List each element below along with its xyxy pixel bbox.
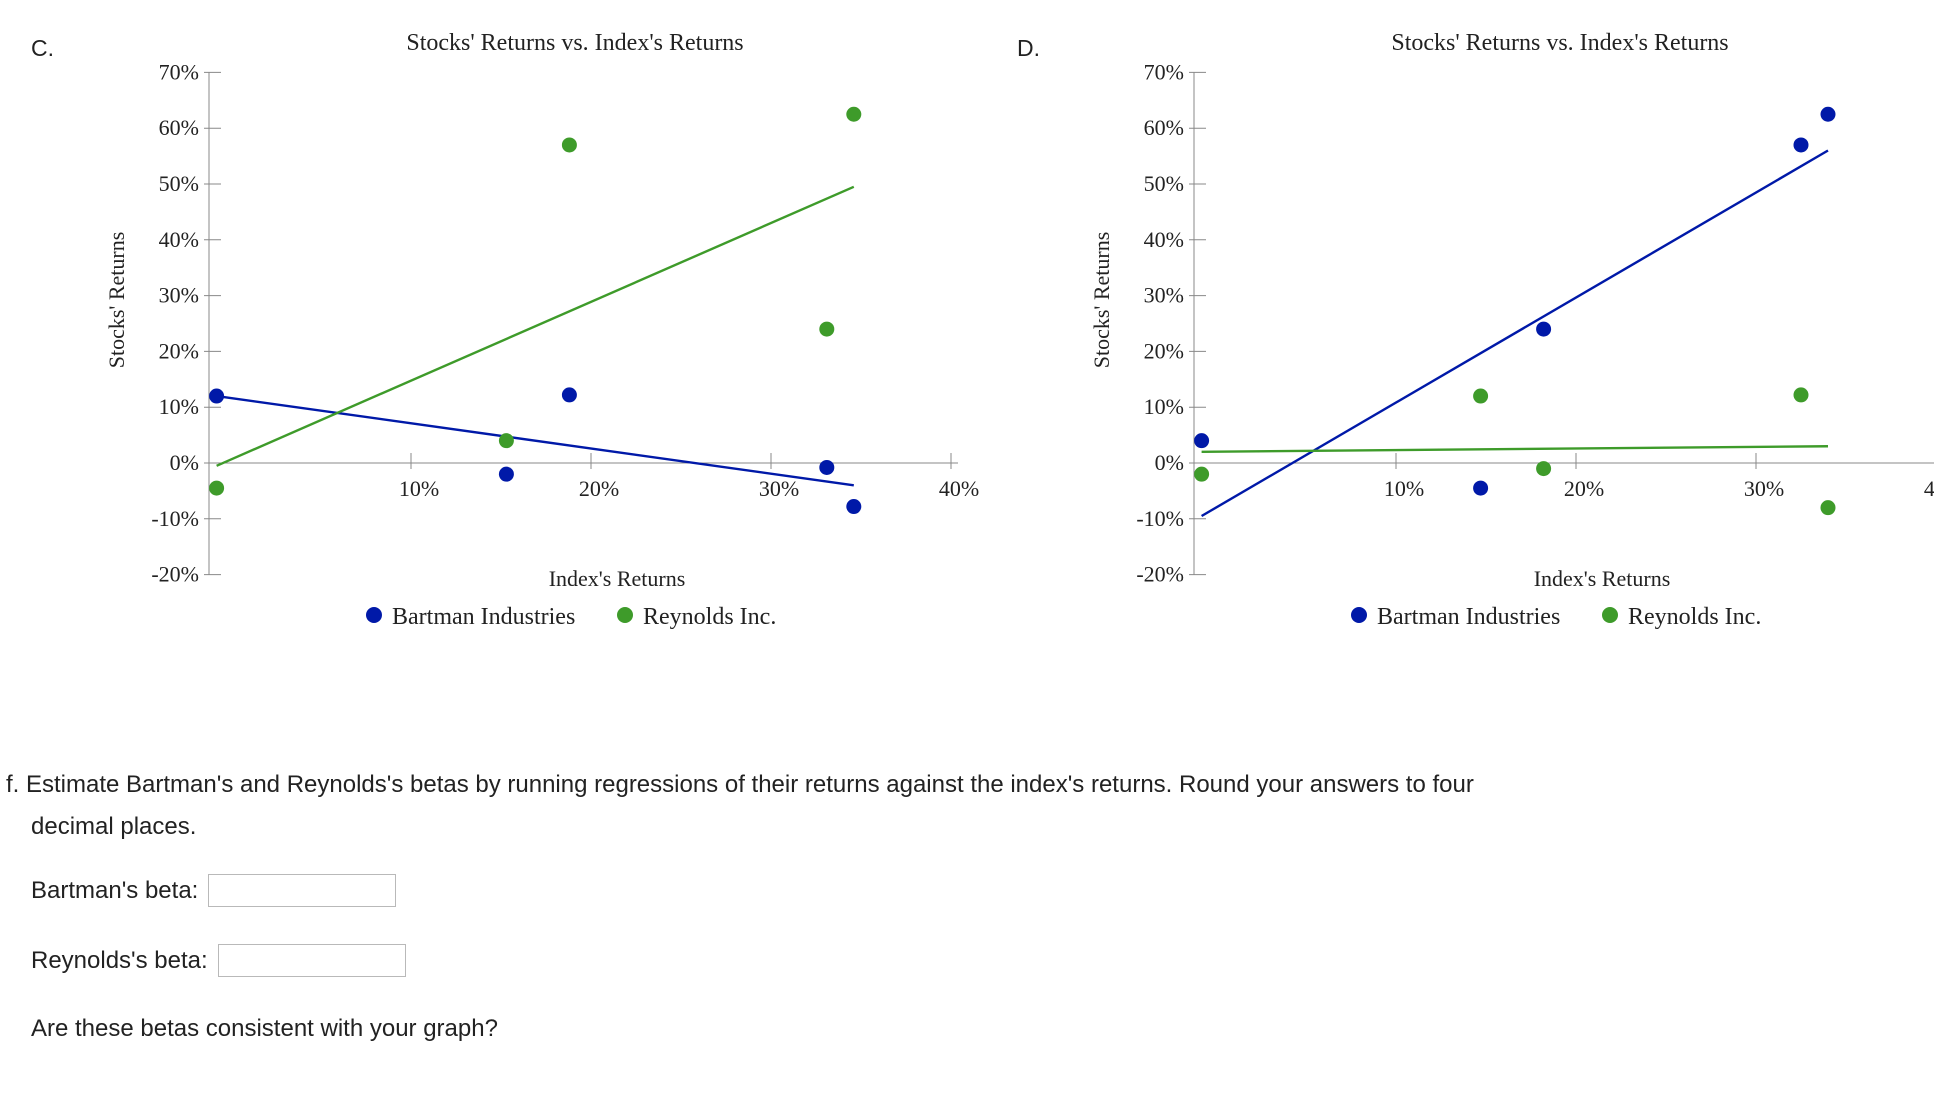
data-point-reynolds: [819, 321, 835, 337]
data-point-reynolds: [1194, 466, 1210, 482]
chart-title: Stocks' Returns vs. Index's Returns: [406, 30, 743, 56]
y-tick-label: 20%: [159, 338, 199, 363]
x-tick-label: 20%: [1564, 476, 1604, 501]
question-text-line2: decimal places.: [31, 813, 197, 840]
y-tick-label: 50%: [1144, 171, 1184, 196]
data-point-reynolds: [1820, 500, 1836, 516]
y-tick-label: 40%: [1144, 227, 1184, 252]
x-tick-label: 10%: [1384, 476, 1424, 501]
data-point-reynolds: [846, 106, 862, 122]
data-point-bartman: [498, 466, 514, 482]
reynolds-beta-input[interactable]: [217, 944, 406, 977]
y-tick-label: -10%: [151, 506, 199, 531]
data-point-bartman: [1793, 137, 1809, 153]
data-point-reynolds: [1473, 388, 1489, 404]
question-f: f. Estimate Bartman's and Reynolds's bet…: [6, 764, 1766, 848]
y-tick-label: 10%: [1144, 394, 1184, 419]
legend-marker-reynolds: [1602, 607, 1618, 623]
data-point-bartman: [1820, 106, 1836, 122]
y-tick-label: 30%: [159, 283, 199, 308]
y-tick-label: -10%: [1136, 506, 1184, 531]
data-point-bartman: [561, 387, 577, 403]
scatter-chart-d: Stocks' Returns vs. Index's Returns -20% -…: [1089, 30, 1934, 630]
y-tick-label: 60%: [159, 115, 199, 140]
legend-label-reynolds: Reynolds Inc.: [643, 604, 776, 630]
legend-label-bartman: Bartman Industries: [1377, 604, 1560, 630]
x-tick-label: 40%: [1924, 476, 1934, 501]
consistency-question: Are these betas consistent with your gra…: [31, 1015, 498, 1042]
legend-marker-bartman: [366, 607, 382, 623]
y-tick-label: 30%: [1144, 283, 1184, 308]
y-axis-title: Stocks' Returns: [1089, 232, 1114, 369]
legend-marker-bartman: [1351, 607, 1367, 623]
x-axis-title: Index's Returns: [1534, 566, 1671, 591]
option-c-label: C.: [31, 35, 54, 61]
scatter-chart-c: Stocks' Returns vs. Index's Returns -20% -…: [104, 30, 979, 630]
trend-line-bartman: [216, 394, 854, 487]
bartman-beta-row: Bartman's beta:: [31, 874, 397, 907]
x-tick-label: 20%: [579, 476, 619, 501]
reynolds-beta-row: Reynolds's beta:: [31, 944, 406, 977]
y-tick-label: -20%: [151, 562, 199, 587]
data-point-reynolds: [1793, 387, 1809, 403]
data-point-bartman: [846, 499, 862, 515]
y-tick-label: 0%: [170, 450, 199, 475]
bartman-beta-input[interactable]: [208, 874, 397, 907]
data-point-bartman: [1194, 433, 1210, 449]
y-tick-label: 50%: [159, 171, 199, 196]
y-tick-label: 20%: [1144, 338, 1184, 363]
x-tick-label: 10%: [399, 476, 439, 501]
trend-line-bartman: [1200, 149, 1829, 518]
data-point-reynolds: [1536, 461, 1552, 477]
x-tick-label: 30%: [759, 476, 799, 501]
data-point-bartman: [209, 388, 225, 404]
y-tick-label: 40%: [159, 227, 199, 252]
x-tick-label: 30%: [1744, 476, 1784, 501]
data-point-bartman: [819, 459, 835, 475]
y-tick-label: 10%: [159, 394, 199, 419]
data-point-bartman: [1536, 321, 1552, 337]
legend-marker-reynolds: [617, 607, 633, 623]
trend-line-reynolds: [1201, 445, 1829, 454]
legend-label-reynolds: Reynolds Inc.: [1628, 604, 1761, 630]
y-tick-label: 0%: [1155, 450, 1184, 475]
option-d-label: D.: [1017, 35, 1040, 61]
y-axis-title: Stocks' Returns: [104, 232, 129, 369]
data-point-reynolds: [209, 480, 225, 496]
bartman-beta-label: Bartman's beta:: [31, 876, 199, 904]
question-text-line1: f. Estimate Bartman's and Reynolds's bet…: [6, 771, 1474, 798]
chart-title: Stocks' Returns vs. Index's Returns: [1391, 30, 1728, 56]
data-point-reynolds: [561, 137, 577, 153]
data-point-bartman: [1473, 480, 1489, 496]
reynolds-beta-label: Reynolds's beta:: [31, 946, 208, 974]
y-tick-label: 70%: [159, 59, 199, 84]
x-tick-label: 40%: [939, 476, 979, 501]
data-point-reynolds: [498, 433, 514, 449]
y-tick-label: -20%: [1136, 562, 1184, 587]
trend-line-reynolds: [216, 185, 855, 467]
y-tick-label: 60%: [1144, 115, 1184, 140]
y-tick-label: 70%: [1144, 59, 1184, 84]
x-axis-title: Index's Returns: [549, 566, 686, 591]
legend-label-bartman: Bartman Industries: [392, 604, 575, 630]
